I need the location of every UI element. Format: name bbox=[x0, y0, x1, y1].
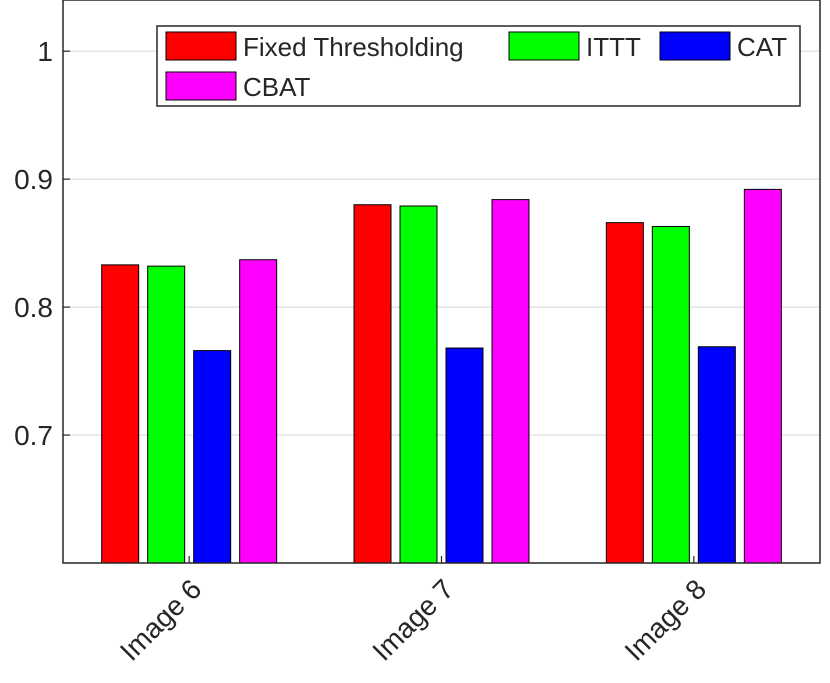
y-tick-label: 1 bbox=[37, 36, 53, 67]
bar-ittt-image-7 bbox=[399, 205, 438, 564]
legend-label-ittt: ITTT bbox=[586, 32, 641, 62]
y-tick-label: 0.7 bbox=[14, 420, 53, 451]
legend: Fixed Thresholding ITTT CAT CBAT bbox=[156, 25, 801, 107]
y-axis: 0.7 0.8 0.9 1 bbox=[14, 36, 70, 451]
bar-cbat-image-7 bbox=[491, 199, 530, 564]
bar-cbat-image-8 bbox=[743, 188, 782, 564]
x-tick-label-image-6: Image 6 bbox=[114, 573, 207, 666]
legend-label-fixed-thresholding: Fixed Thresholding bbox=[243, 32, 464, 62]
bar-ittt-image-8 bbox=[651, 225, 690, 564]
legend-entry-cbat: CBAT bbox=[165, 71, 311, 102]
legend-entry-fixed-thresholding: Fixed Thresholding bbox=[165, 31, 464, 62]
y-tick-label: 0.9 bbox=[14, 164, 53, 195]
bar-fixed-thresholding-image-6 bbox=[101, 264, 140, 564]
bar-ittt-image-6 bbox=[147, 265, 186, 564]
x-tick-label-image-7: Image 7 bbox=[366, 573, 459, 666]
bar-cat-image-6 bbox=[193, 350, 232, 564]
legend-entry-ittt: ITTT bbox=[508, 31, 641, 62]
bar-cat-image-8 bbox=[697, 346, 736, 564]
legend-label-cat: CAT bbox=[737, 32, 787, 62]
legend-label-cbat: CBAT bbox=[243, 72, 311, 102]
y-tick-label: 0.8 bbox=[14, 292, 53, 323]
legend-swatch-fixed-thresholding bbox=[165, 31, 237, 61]
bar-cat-image-7 bbox=[445, 347, 484, 564]
legend-swatch-cat bbox=[659, 31, 731, 61]
legend-entry-cat: CAT bbox=[659, 31, 787, 62]
legend-swatch-cbat bbox=[165, 71, 237, 101]
legend-swatch-ittt bbox=[508, 31, 580, 61]
x-tick-label-image-8: Image 8 bbox=[619, 573, 712, 666]
bar-cbat-image-6 bbox=[239, 259, 278, 564]
bar-fixed-thresholding-image-8 bbox=[605, 222, 644, 564]
x-axis: Image 6 Image 7 Image 8 bbox=[114, 556, 712, 667]
bars bbox=[101, 188, 782, 564]
bar-fixed-thresholding-image-7 bbox=[353, 204, 392, 564]
